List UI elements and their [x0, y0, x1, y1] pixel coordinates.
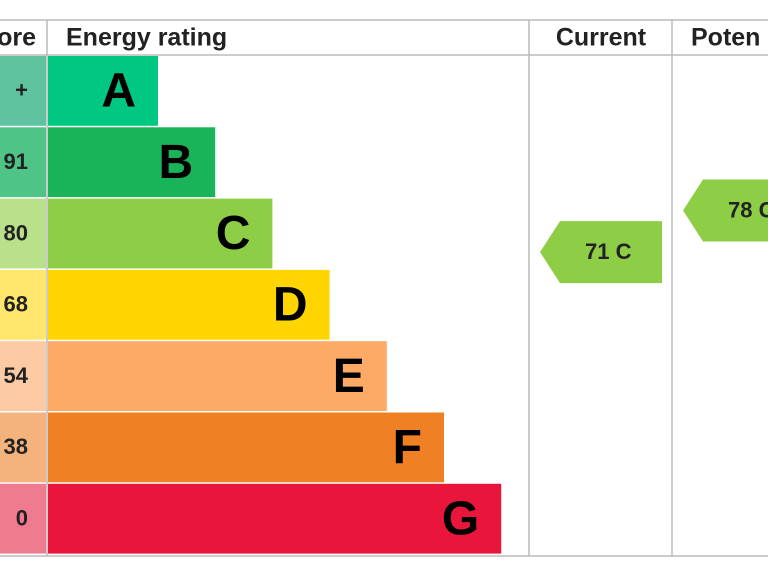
rating-arrow: [540, 221, 662, 284]
rating-letter: B: [159, 136, 194, 189]
header: Poten: [691, 24, 760, 52]
score-cell: [0, 483, 46, 554]
rating-bar: [48, 341, 387, 411]
header: ore: [0, 24, 36, 52]
score-cell: [0, 127, 46, 198]
score-cell: [0, 198, 46, 269]
rating-bar: [48, 127, 216, 198]
score-label: 38: [4, 434, 28, 459]
rating-letter: F: [393, 421, 422, 474]
score-label: 91: [4, 149, 28, 174]
arrow-label: 78 C: [728, 197, 768, 222]
rating-letter: E: [333, 350, 365, 403]
rating-letter: D: [273, 278, 308, 331]
header: Current: [556, 24, 647, 52]
rating-bar: [48, 269, 330, 340]
score-label: 54: [4, 363, 29, 388]
header: Energy rating: [66, 24, 227, 52]
rating-arrow: [683, 179, 768, 242]
score-cell: [0, 341, 46, 411]
score-cell: [0, 269, 46, 340]
rating-letter: A: [101, 65, 136, 118]
score-label: +: [15, 78, 28, 103]
arrow-label: 71 C: [585, 239, 632, 264]
score-label: 0: [16, 506, 28, 531]
score-label: 80: [4, 220, 28, 245]
rating-bar: [48, 198, 273, 269]
score-cell: [0, 56, 46, 126]
score-label: 68: [4, 292, 28, 317]
rating-bar: [48, 56, 158, 126]
rating-bar: [48, 412, 444, 483]
score-cell: [0, 412, 46, 483]
rating-letter: C: [216, 207, 251, 260]
rating-bar: [48, 483, 502, 554]
rating-letter: G: [442, 492, 479, 545]
